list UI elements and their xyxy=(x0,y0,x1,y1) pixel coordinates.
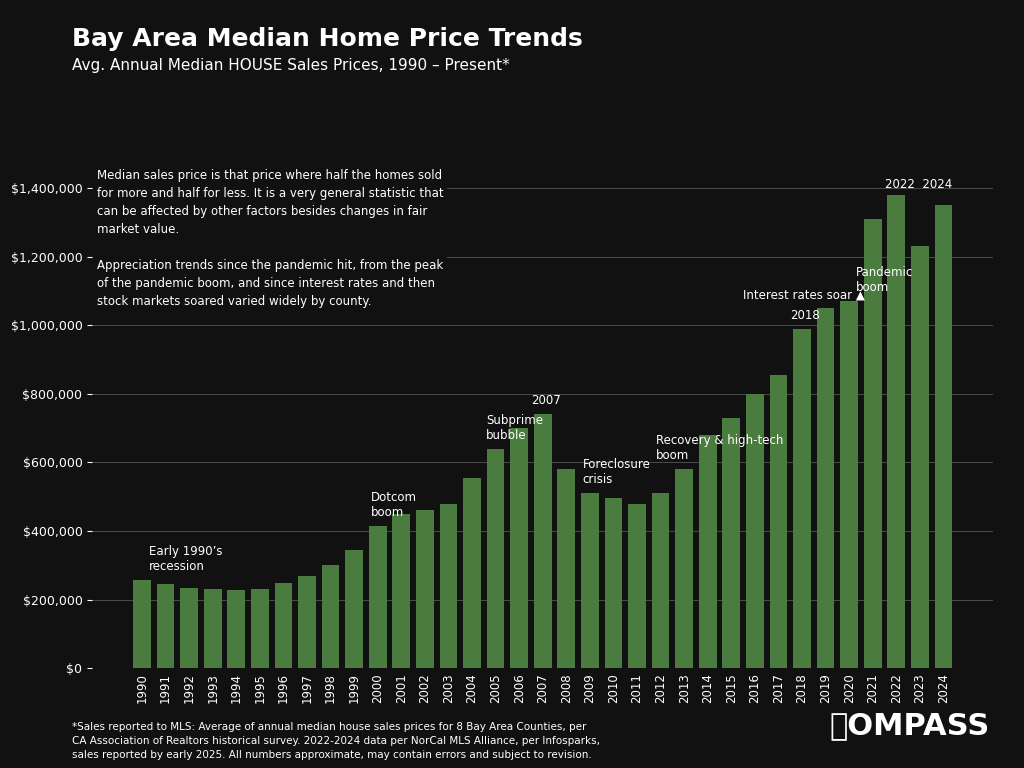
Bar xyxy=(392,514,411,668)
Bar xyxy=(345,550,362,668)
Bar xyxy=(699,435,717,668)
Bar xyxy=(369,526,386,668)
Bar xyxy=(675,469,693,668)
Text: Early 1990’s
recession: Early 1990’s recession xyxy=(150,545,222,573)
Text: 2018: 2018 xyxy=(791,309,820,322)
Bar xyxy=(864,219,882,668)
Bar xyxy=(746,394,764,668)
Bar xyxy=(227,590,245,668)
Text: Subprime
bubble: Subprime bubble xyxy=(486,414,543,442)
Bar xyxy=(628,504,646,668)
Bar xyxy=(463,478,481,668)
Bar xyxy=(651,493,670,668)
Bar xyxy=(888,195,905,668)
Bar xyxy=(133,580,151,668)
Bar xyxy=(841,301,858,668)
Text: Interest rates soar ▲: Interest rates soar ▲ xyxy=(743,288,865,301)
Text: ⓂOMPASS: ⓂOMPASS xyxy=(830,711,990,740)
Text: Foreclosure
crisis: Foreclosure crisis xyxy=(583,458,650,486)
Text: 2022  2024: 2022 2024 xyxy=(885,178,951,191)
Bar xyxy=(486,449,505,668)
Bar xyxy=(251,588,268,668)
Bar xyxy=(935,205,952,668)
Text: *Sales reported to MLS: Average of annual median house sales prices for 8 Bay Ar: *Sales reported to MLS: Average of annua… xyxy=(72,722,600,760)
Text: 2007: 2007 xyxy=(530,395,561,408)
Text: Median sales price is that price where half the homes sold
for more and half for: Median sales price is that price where h… xyxy=(96,169,443,308)
Bar xyxy=(180,588,198,668)
Text: Dotcom
boom: Dotcom boom xyxy=(371,491,417,519)
Bar xyxy=(298,575,315,668)
Bar xyxy=(911,247,929,668)
Text: Recovery & high-tech
boom: Recovery & high-tech boom xyxy=(656,435,783,462)
Text: Avg. Annual Median HOUSE Sales Prices, 1990 – Present*: Avg. Annual Median HOUSE Sales Prices, 1… xyxy=(72,58,509,73)
Bar xyxy=(794,329,811,668)
Bar xyxy=(817,308,835,668)
Bar xyxy=(204,589,221,668)
Bar xyxy=(581,493,599,668)
Text: Pandemic
boom: Pandemic boom xyxy=(856,266,913,294)
Bar xyxy=(439,504,458,668)
Bar xyxy=(157,584,174,668)
Bar xyxy=(416,511,434,668)
Bar xyxy=(604,498,623,668)
Bar xyxy=(557,469,575,668)
Text: Bay Area Median Home Price Trends: Bay Area Median Home Price Trends xyxy=(72,27,583,51)
Bar xyxy=(322,565,339,668)
Bar xyxy=(510,428,528,668)
Bar xyxy=(534,414,552,668)
Bar xyxy=(274,583,292,668)
Bar xyxy=(770,375,787,668)
Bar xyxy=(723,418,740,668)
